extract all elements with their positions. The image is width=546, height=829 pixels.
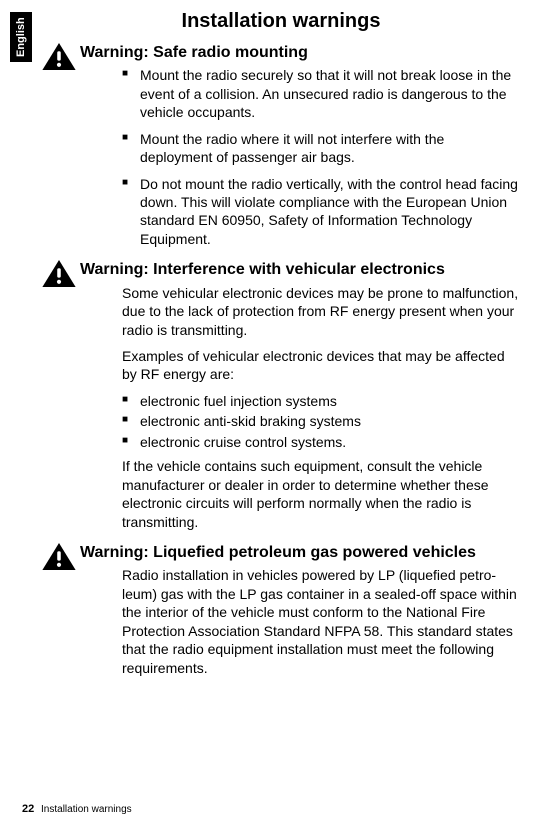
page-title: Installation warnings [42,10,520,33]
bullet-item: Do not mount the radio vertically, with … [122,175,520,249]
bullet-item: Mount the radio where it will not interf… [122,130,520,167]
bullet-item: electronic cruise control systems. [122,433,520,451]
paragraph: Radio installation in vehicles powered b… [122,566,520,677]
bullet-item: electronic anti-skid braking systems [122,412,520,430]
section-heading: Warning: Liquefied petroleum gas powered… [80,543,520,562]
section-heading: Warning: Safe radio mounting [80,43,520,62]
bullet-list: Mount the radio securely so that it will… [122,66,520,248]
bullet-list: electronic fuel injection systems electr… [122,392,520,451]
page-footer: 22 Installation warnings [22,803,132,815]
footer-section-label: Installation warnings [41,804,132,815]
paragraph: Some vehicular electronic devices may be… [122,284,520,339]
section-interference-electronics: Warning: Interference with vehicular ele… [42,260,520,531]
language-tab: English [10,12,32,62]
paragraph: Examples of vehicular electronic devices… [122,347,520,384]
section-safe-radio-mounting: Warning: Safe radio mounting Mount the r… [42,43,520,248]
bullet-item: electronic fuel injection systems [122,392,520,410]
page-number: 22 [22,803,34,815]
warning-icon [42,260,76,287]
paragraph: If the vehicle contains such equipment, … [122,457,520,531]
bullet-item: Mount the radio securely so that it will… [122,66,520,121]
section-lpg-vehicles: Warning: Liquefied petroleum gas powered… [42,543,520,677]
warning-icon [42,43,76,70]
section-heading: Warning: Interference with vehicular ele… [80,260,520,279]
page-content: Installation warnings Warning: Safe radi… [0,0,546,677]
warning-icon [42,543,76,570]
